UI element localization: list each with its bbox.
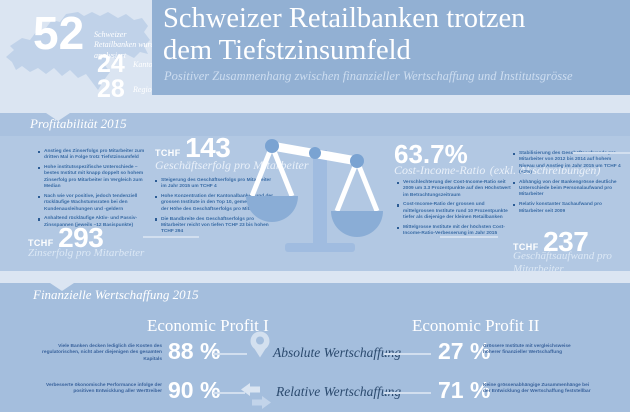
row1-center-label: Absolute Wertschaffung [273, 345, 402, 360]
list-item: Abhängig von der Bankengrösse deutliche … [513, 180, 627, 199]
list-item: Anstieg des Zinserfolgs pro Mitarbeiter … [38, 149, 152, 162]
geschaeftserfolg-metric: TCHF 143 [155, 132, 231, 164]
list-item: Nach wie vor positive, jedoch tendenziel… [38, 194, 152, 213]
title-banner [152, 0, 630, 95]
stat-kantonalbanken: 24 [97, 50, 125, 78]
connector-line [384, 353, 431, 355]
geschaeftserfolg-bullet-list: Steigerung des Geschäftserfolgs pro Mita… [155, 178, 273, 239]
connector-line [384, 392, 431, 394]
zinserfolg-metric-label: Zinserfolg pro Mitarbeiter [28, 247, 145, 259]
connector-line [213, 392, 245, 394]
list-item: Relativ konstanter Sachaufwand pro Mitar… [513, 202, 627, 215]
stat-total-banks-label: Schweizer Retailbanken wurden analysiert [94, 30, 162, 60]
connector-line [213, 353, 247, 355]
row1-right-text: Grössere Institute mit vergleichsweise h… [483, 344, 571, 356]
switzerland-map-icon [6, 12, 150, 90]
section-divider-strip [0, 271, 630, 283]
metric-value: 237 [543, 226, 589, 257]
cir-metric-label-row: Cost-Income-Ratio (exkl. Abschreibungen) [394, 161, 600, 179]
aufwand-metric: TCHF 237 [513, 226, 589, 258]
aufwand-bullet-list: Stabilisierung des Geschäftsaufwands pro… [513, 151, 627, 218]
zinserfolg-bullet-list: Anstieg des Zinserfolgs pro Mitarbeiter … [38, 149, 152, 233]
stat-total-banks: 52 [33, 7, 85, 59]
cir-bullet-list: Verschlechterung der Cost-Income-Ratio s… [397, 180, 513, 241]
geschaeftserfolg-metric-label: Geschäftserfolg pro Mitarbeiter [155, 158, 309, 172]
wertschaffung-section-background [0, 283, 630, 412]
row1-left-value: 88 % [168, 338, 221, 364]
zinserfolg-metric: TCHF 293 [28, 222, 104, 254]
metric-unit: TCHF [155, 148, 181, 158]
cir-metric-value: 63.7% [394, 139, 468, 169]
row1-right-value: 27 % [438, 338, 491, 364]
page-title-line1: Schweizer Retailbanken trotzen [163, 3, 526, 34]
connector-line [573, 152, 630, 154]
profitability-heading-band [0, 113, 630, 136]
row2-center-label: Relative Wertschaffung [276, 384, 402, 399]
row2-left-value: 90 % [168, 377, 221, 403]
list-item: Cost-Income-Ratio der grossen und mittel… [397, 202, 513, 221]
location-pin-icon [250, 331, 270, 358]
row2-right-text: Keine grössenabhängige Zusammenhänge bei… [483, 383, 591, 395]
section-notch-icon [46, 113, 70, 121]
economic-profit-2-title: Economic Profit II [412, 316, 540, 335]
list-item: Hohe Konzentration der Kantonalbanken un… [155, 194, 273, 213]
page-title-line2: dem Tiefstzinsumfeld [163, 34, 411, 66]
cir-metric-label: Cost-Income-Ratio [394, 163, 486, 177]
transfer-arrows-icon [241, 383, 271, 409]
economic-profit-1-title: Economic Profit I [147, 316, 269, 335]
list-item: Mittelgrosse Institute mit der höchsten … [397, 225, 513, 238]
list-item: Verschlechterung der Cost-Income-Ratio s… [397, 180, 513, 199]
row2-left-text: Verbesserte ökonomische Performance info… [46, 383, 162, 395]
balance-scale-icon [246, 139, 383, 252]
list-item: Stabilisierung des Geschäftsaufwands pro… [513, 151, 627, 176]
row1-left-text: Viele Banken decken lediglich die Kosten… [42, 344, 162, 362]
list-item: Hohe institutsspezifische Unterschiede –… [38, 165, 152, 190]
cir-metric-note: (exkl. Abschreibungen) [489, 163, 601, 177]
section-notch-icon [50, 283, 74, 291]
metric-unit: TCHF [28, 238, 54, 248]
profitability-heading: Profitabilität 2015 [30, 116, 127, 131]
page-subtitle: Positiver Zusammenhang zwischen finanzie… [164, 69, 573, 83]
stat-regionalbanken: 28 [97, 75, 125, 103]
page-title: Schweizer Retailbanken trotzen dem Tiefs… [163, 3, 623, 67]
metric-unit: TCHF [513, 242, 539, 252]
row2-right-value: 71 % [438, 377, 491, 403]
wertschaffung-heading: Finanzielle Wertschaffung 2015 [33, 287, 199, 302]
connector-line [143, 236, 199, 238]
list-item: Die Bandbreite des Geschäftserfolgs pro … [155, 217, 273, 236]
metric-value: 143 [185, 132, 231, 163]
list-item: Steigerung des Geschäftserfolgs pro Mita… [155, 178, 273, 191]
list-item: Anhaltend rückläufige Aktiv- und Passiv-… [38, 216, 152, 229]
metric-value: 293 [58, 222, 104, 253]
connector-line [440, 236, 498, 238]
